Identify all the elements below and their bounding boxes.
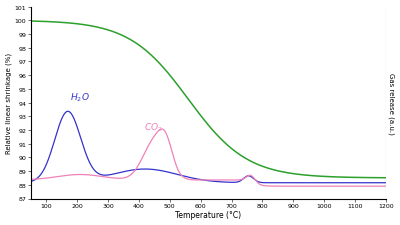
X-axis label: Temperature (°C): Temperature (°C) (175, 211, 242, 219)
Text: CO$_2$: CO$_2$ (144, 121, 163, 133)
Y-axis label: Gas release (a.u.): Gas release (a.u.) (388, 72, 394, 134)
Text: H$_2$O: H$_2$O (70, 91, 90, 103)
Y-axis label: Relative linear shrinkage (%): Relative linear shrinkage (%) (6, 53, 12, 153)
